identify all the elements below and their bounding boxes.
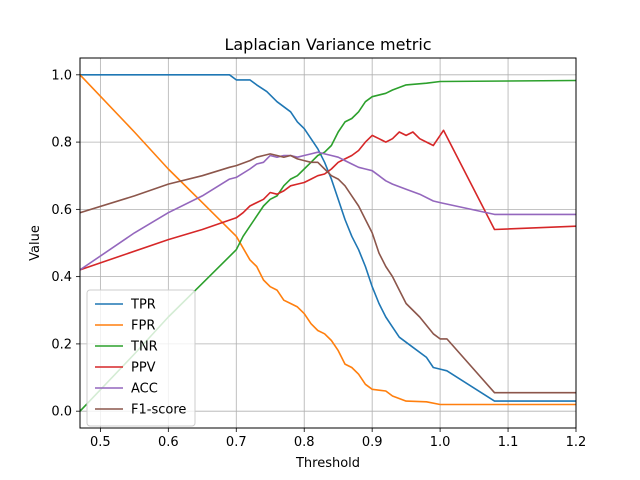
- y-tick-label: 1.0: [51, 68, 72, 83]
- x-tick-label: 1.1: [498, 435, 519, 450]
- x-tick-label: 1.0: [430, 435, 451, 450]
- axis-ticks: 0.5 0.6 0.7 0.8 0.9 1.0 1.1 1.2 0.0 0.2 0.4 0.6 0.8 1…: [51, 68, 586, 450]
- series-line-fpr: [80, 74, 576, 406]
- legend-entry-label: PPV: [131, 361, 156, 376]
- plot-frame: [79, 57, 577, 429]
- x-tick-label: 0.8: [294, 435, 315, 450]
- x-tick-label: 0.6: [158, 435, 179, 450]
- x-axis-title: Threshold: [295, 456, 360, 471]
- y-tick-label: 0.4: [51, 270, 72, 285]
- series-lines: [80, 74, 576, 412]
- x-tick-label: 0.7: [226, 435, 247, 450]
- y-tick-label: 0.0: [51, 405, 72, 420]
- legend-entry-label: FPR: [131, 319, 155, 334]
- legend-entry-label: F1-score: [131, 403, 186, 418]
- legend-box: [86, 289, 196, 427]
- series-line-acc: [80, 151, 576, 271]
- y-tick-label: 0.8: [51, 136, 72, 151]
- legend-entry-label: TNR: [130, 340, 158, 355]
- legend: TPR FPR TNR PPV ACC F1-score: [86, 289, 196, 427]
- chart-title: Laplacian Variance metric: [224, 35, 431, 54]
- y-axis-title: Value: [28, 225, 43, 261]
- x-tick-label: 0.5: [90, 435, 111, 450]
- legend-entry-label: ACC: [131, 382, 158, 397]
- series-line-f1-score: [80, 153, 576, 394]
- y-tick-label: 0.2: [51, 337, 72, 352]
- x-tick-label: 0.9: [362, 435, 383, 450]
- series-line-tpr: [80, 74, 576, 402]
- x-tick-label: 1.2: [566, 435, 587, 450]
- y-tick-label: 0.6: [51, 203, 72, 218]
- legend-entry-label: TPR: [130, 298, 156, 313]
- series-line-ppv: [80, 129, 576, 271]
